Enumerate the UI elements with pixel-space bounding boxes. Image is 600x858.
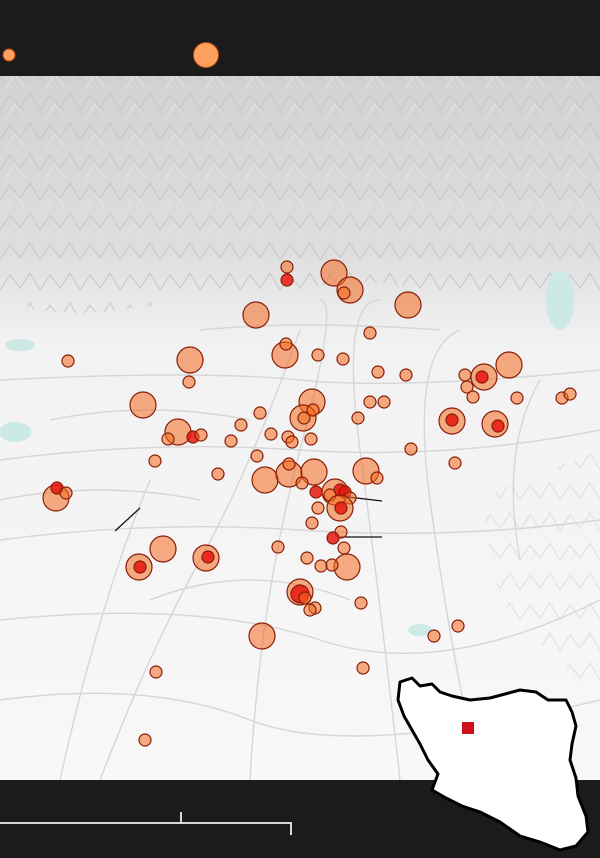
legend-bar bbox=[0, 0, 600, 76]
incident-marker-highlight[interactable] bbox=[326, 531, 340, 545]
iran-country-shape bbox=[396, 676, 590, 852]
incident-markers bbox=[42, 259, 577, 747]
incident-marker-highlight[interactable] bbox=[491, 419, 505, 433]
incident-marker[interactable] bbox=[311, 501, 325, 515]
incident-marker[interactable] bbox=[304, 432, 318, 446]
road bbox=[0, 489, 201, 501]
incident-marker[interactable] bbox=[336, 352, 350, 366]
water-bodies bbox=[0, 270, 574, 636]
incident-marker[interactable] bbox=[271, 540, 285, 554]
incident-marker[interactable] bbox=[466, 390, 480, 404]
incident-marker[interactable] bbox=[363, 326, 377, 340]
incident-marker[interactable] bbox=[363, 395, 377, 409]
incident-marker[interactable] bbox=[300, 551, 314, 565]
incident-marker[interactable] bbox=[563, 387, 577, 401]
incident-marker[interactable] bbox=[351, 411, 365, 425]
incident-marker[interactable] bbox=[300, 458, 328, 486]
incident-marker[interactable] bbox=[427, 629, 441, 643]
incident-marker[interactable] bbox=[253, 406, 267, 420]
incident-marker[interactable] bbox=[182, 375, 196, 389]
road bbox=[0, 519, 600, 541]
mountain-ridges bbox=[0, 76, 600, 314]
road bbox=[199, 324, 441, 331]
mountain-ridges-east bbox=[480, 450, 600, 700]
incident-marker-highlight[interactable] bbox=[309, 485, 323, 499]
incident-marker[interactable] bbox=[161, 432, 175, 446]
incident-marker[interactable] bbox=[242, 301, 270, 329]
incident-marker-highlight[interactable] bbox=[445, 413, 459, 427]
incident-marker[interactable] bbox=[250, 449, 264, 463]
road bbox=[0, 599, 600, 655]
incident-marker-highlight[interactable] bbox=[475, 370, 489, 384]
incident-marker[interactable] bbox=[510, 391, 524, 405]
incident-marker[interactable] bbox=[285, 435, 299, 449]
incident-marker[interactable] bbox=[149, 665, 163, 679]
incident-marker[interactable] bbox=[320, 259, 348, 287]
incident-marker[interactable] bbox=[306, 403, 320, 417]
incident-marker[interactable] bbox=[59, 486, 73, 500]
incident-marker[interactable] bbox=[264, 427, 278, 441]
incident-marker[interactable] bbox=[458, 368, 472, 382]
incident-marker[interactable] bbox=[404, 442, 418, 456]
incident-marker[interactable] bbox=[295, 476, 309, 490]
incident-marker[interactable] bbox=[282, 457, 296, 471]
incident-marker[interactable] bbox=[297, 411, 311, 425]
incident-marker[interactable] bbox=[176, 346, 204, 374]
incident-marker[interactable] bbox=[356, 661, 370, 675]
incident-marker-highlight[interactable] bbox=[280, 273, 294, 287]
incident-marker[interactable] bbox=[399, 368, 413, 382]
incident-marker[interactable] bbox=[248, 622, 276, 650]
incident-marker[interactable] bbox=[305, 516, 319, 530]
incident-marker[interactable] bbox=[280, 260, 294, 274]
incident-marker[interactable] bbox=[337, 286, 351, 300]
incident-marker[interactable] bbox=[138, 733, 152, 747]
tehran-location-marker bbox=[462, 722, 474, 734]
incident-marker[interactable] bbox=[337, 541, 351, 555]
incident-marker[interactable] bbox=[279, 337, 293, 351]
incident-marker[interactable] bbox=[129, 391, 157, 419]
road-network bbox=[0, 299, 600, 780]
incident-marker[interactable] bbox=[448, 456, 462, 470]
incident-marker[interactable] bbox=[394, 291, 422, 319]
incident-marker[interactable] bbox=[303, 603, 317, 617]
incident-marker[interactable] bbox=[377, 395, 391, 409]
road bbox=[512, 379, 541, 561]
incident-marker[interactable] bbox=[371, 365, 385, 379]
incident-marker[interactable] bbox=[298, 591, 312, 605]
incident-marker[interactable] bbox=[224, 434, 238, 448]
incident-marker[interactable] bbox=[451, 619, 465, 633]
incident-marker[interactable] bbox=[149, 535, 177, 563]
incident-marker[interactable] bbox=[314, 559, 328, 573]
incident-marker[interactable] bbox=[194, 428, 208, 442]
incident-marker[interactable] bbox=[211, 467, 225, 481]
incident-marker-highlight[interactable] bbox=[133, 560, 147, 574]
incident-marker[interactable] bbox=[234, 418, 248, 432]
incident-marker[interactable] bbox=[354, 596, 368, 610]
map-area[interactable] bbox=[0, 76, 600, 780]
incident-marker[interactable] bbox=[311, 348, 325, 362]
incident-marker[interactable] bbox=[495, 351, 523, 379]
incident-marker-highlight[interactable] bbox=[201, 550, 215, 564]
incident-marker[interactable] bbox=[460, 380, 474, 394]
incident-marker[interactable] bbox=[251, 466, 279, 494]
legend-small-circle-icon bbox=[2, 48, 16, 62]
road bbox=[149, 579, 351, 601]
road bbox=[59, 479, 151, 780]
incident-marker[interactable] bbox=[61, 354, 75, 368]
incident-marker[interactable] bbox=[325, 558, 339, 572]
incident-marker[interactable] bbox=[148, 454, 162, 468]
scale-bar bbox=[0, 812, 292, 835]
incident-marker[interactable] bbox=[370, 471, 384, 485]
incident-marker-highlight[interactable] bbox=[334, 501, 348, 515]
legend-large-circle-icon bbox=[193, 42, 219, 68]
iran-locator-inset bbox=[390, 670, 600, 858]
